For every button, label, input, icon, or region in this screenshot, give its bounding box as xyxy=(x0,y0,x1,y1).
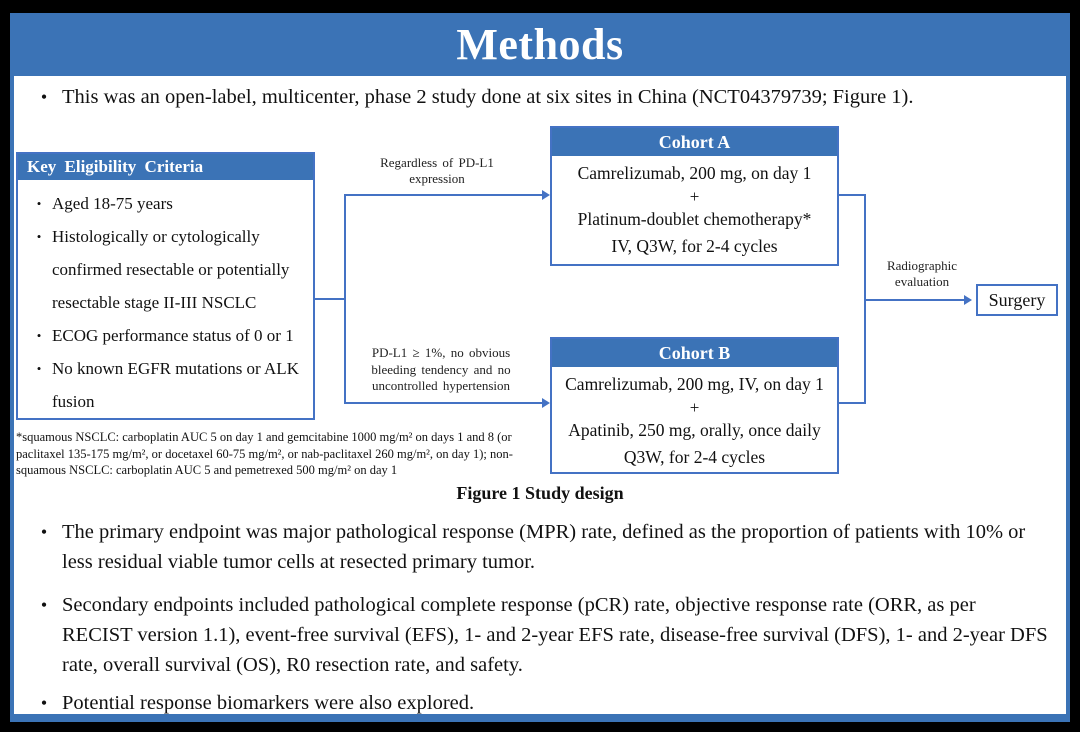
plus-sign: + xyxy=(689,398,700,417)
bullet-icon: • xyxy=(36,196,42,211)
bullet-icon: • xyxy=(40,595,48,615)
arrow-to-cohort-b xyxy=(344,402,544,404)
cohort-b-line: Camrelizumab, 200 mg, IV, on day 1 xyxy=(565,374,824,394)
secondary-endpoint-bullet: • Secondary endpoints included pathologi… xyxy=(26,590,1050,680)
biomarkers-bullet: • Potential response biomarkers were als… xyxy=(26,688,1050,718)
arrowhead-icon xyxy=(542,398,550,408)
cohort-a-line: Platinum-doublet chemotherapy* xyxy=(577,209,812,229)
eligibility-item-text: Aged 18-75 years xyxy=(52,194,173,213)
eligibility-item: • Aged 18-75 years xyxy=(26,187,307,220)
arrow-label-cohort-a: Regardless of PD-L1 expression xyxy=(380,155,494,186)
biomarkers-text: Potential response biomarkers were also … xyxy=(62,692,475,714)
connector-left-vertical xyxy=(344,194,346,404)
eligibility-item-text: ECOG performance status of 0 or 1 xyxy=(52,326,294,345)
cohort-b-box: Cohort B Camrelizumab, 200 mg, IV, on da… xyxy=(550,337,839,474)
secondary-endpoint-text: Secondary endpoints included pathologica… xyxy=(62,594,1048,676)
connector-cohort-a-out xyxy=(839,194,865,196)
primary-endpoint-text: The primary endpoint was major pathologi… xyxy=(62,521,1026,573)
bullet-icon: • xyxy=(36,229,42,244)
figure-footnote: *squamous NSCLC: carboplatin AUC 5 on da… xyxy=(16,430,513,477)
eligibility-header: Key Eligibility Criteria xyxy=(18,154,313,180)
bullet-icon: • xyxy=(40,693,48,713)
eligibility-item: • ECOG performance status of 0 or 1 xyxy=(26,319,307,352)
cohort-a-header: Cohort A xyxy=(552,128,837,156)
eligibility-item: • Histologically or cytologically confir… xyxy=(26,220,307,319)
intro-bullet: • This was an open-label, multicenter, p… xyxy=(26,82,1050,112)
cohort-b-header: Cohort B xyxy=(552,339,837,367)
surgery-label: Surgery xyxy=(988,289,1046,310)
cohort-a-box: Cohort A Camrelizumab, 200 mg, on day 1 … xyxy=(550,126,839,266)
plus-sign: + xyxy=(689,187,700,206)
arrow-label-surgery: Radiographic evaluation xyxy=(886,258,958,289)
figure-caption: Figure 1 Study design xyxy=(456,483,624,503)
primary-endpoint-bullet: • The primary endpoint was major patholo… xyxy=(26,517,1050,577)
bullet-icon: • xyxy=(40,522,48,542)
connector-cohort-b-out xyxy=(839,402,865,404)
arrowhead-icon xyxy=(964,295,972,305)
title-bar: Methods xyxy=(10,13,1070,76)
arrow-label-cohort-b: PD-L1 ≥ 1%, no obvious bleeding tendency… xyxy=(371,345,511,393)
eligibility-list: • Aged 18-75 years • Histologically or c… xyxy=(18,180,313,418)
bullet-icon: • xyxy=(36,361,42,376)
eligibility-box: Key Eligibility Criteria • Aged 18-75 ye… xyxy=(16,152,315,420)
page-title: Methods xyxy=(456,20,624,69)
cohort-b-body: Camrelizumab, 200 mg, IV, on day 1 + Apa… xyxy=(552,367,837,471)
cohort-a-line: IV, Q3W, for 2-4 cycles xyxy=(611,236,778,256)
intro-bullet-text: This was an open-label, multicenter, pha… xyxy=(62,86,914,108)
cohort-b-line: Apatinib, 250 mg, orally, once daily xyxy=(568,420,821,440)
bullet-icon: • xyxy=(40,87,48,107)
eligibility-item-text: Histologically or cytologically confirme… xyxy=(52,227,290,312)
cohort-a-body: Camrelizumab, 200 mg, on day 1 + Platinu… xyxy=(552,156,837,260)
surgery-box: Surgery xyxy=(976,284,1058,316)
connector-eligibility xyxy=(314,298,345,300)
cohort-a-line: Camrelizumab, 200 mg, on day 1 xyxy=(577,163,812,183)
eligibility-item: • No known EGFR mutations or ALK fusion xyxy=(26,352,307,418)
arrowhead-icon xyxy=(542,190,550,200)
cohort-b-line: Q3W, for 2-4 cycles xyxy=(623,447,766,467)
bullet-icon: • xyxy=(36,328,42,343)
arrow-to-surgery xyxy=(864,299,966,301)
arrow-to-cohort-a xyxy=(344,194,544,196)
eligibility-item-text: No known EGFR mutations or ALK fusion xyxy=(52,359,299,411)
